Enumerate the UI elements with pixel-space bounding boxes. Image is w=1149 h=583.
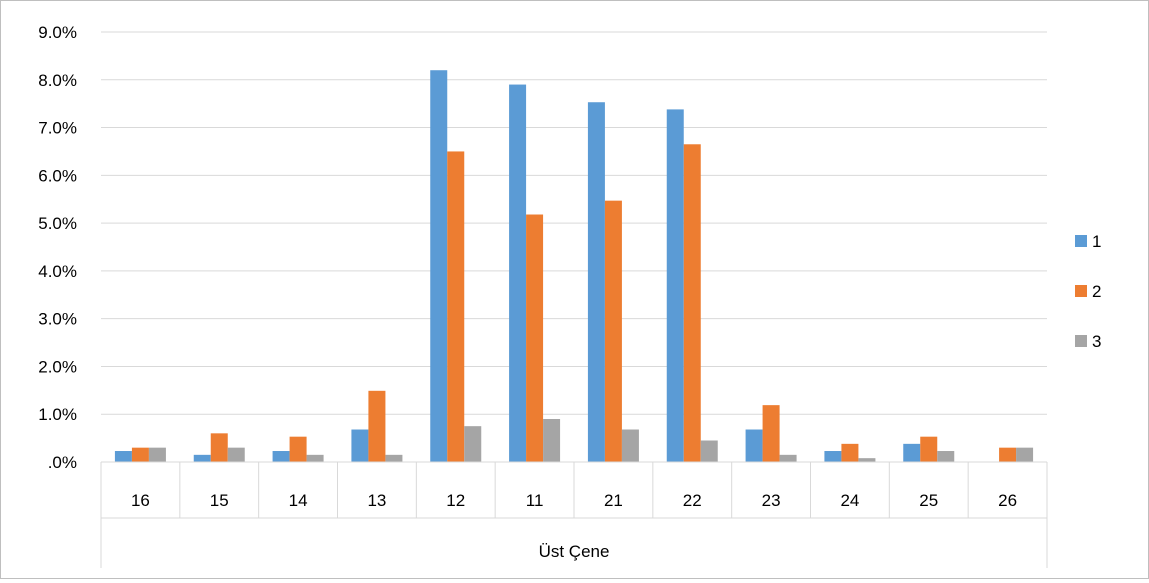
x-tick-label: 24 bbox=[840, 491, 859, 510]
bar-series-1-11 bbox=[509, 84, 527, 463]
bar-series-3-26 bbox=[1016, 447, 1034, 462]
bar-series-3-11 bbox=[543, 419, 561, 462]
x-tick-label: 12 bbox=[446, 491, 465, 510]
bar-series-1-14 bbox=[272, 451, 290, 462]
x-tick-label: 16 bbox=[131, 491, 150, 510]
bar-series-2-11 bbox=[526, 214, 544, 462]
y-tick-label: .0% bbox=[48, 453, 77, 472]
bar-series-1-15 bbox=[193, 454, 211, 462]
bar-series-3-24 bbox=[858, 458, 876, 462]
y-tick-label: 5.0% bbox=[38, 214, 77, 233]
x-tick-label: 14 bbox=[289, 491, 308, 510]
bar-series-2-21 bbox=[604, 200, 622, 462]
bar-series-2-22 bbox=[683, 144, 701, 462]
y-tick-label: 2.0% bbox=[38, 357, 77, 376]
x-tick-label: 25 bbox=[919, 491, 938, 510]
bar-series-1-22 bbox=[666, 109, 684, 463]
bar-series-3-21 bbox=[621, 429, 639, 462]
y-tick-label: 3.0% bbox=[38, 310, 77, 329]
bar-series-1-16 bbox=[114, 451, 132, 462]
x-tick-label: 21 bbox=[604, 491, 623, 510]
x-tick-label: 15 bbox=[210, 491, 229, 510]
x-axis: 16 15 14 13 12 11 21 22 23 24 25 26 bbox=[100, 461, 1048, 568]
y-tick-label: 8.0% bbox=[38, 71, 77, 90]
bar-series-2-15 bbox=[210, 433, 228, 462]
legend-swatch-1 bbox=[1075, 235, 1087, 247]
bar-series-3-13 bbox=[385, 454, 403, 462]
bar-series-2-24 bbox=[841, 443, 859, 462]
bar-series-3-14 bbox=[306, 454, 324, 462]
x-tick-label: 22 bbox=[683, 491, 702, 510]
bar-series-2-16 bbox=[131, 447, 149, 462]
bar-series-3-15 bbox=[227, 447, 245, 462]
bar-series-1-23 bbox=[745, 429, 763, 462]
y-axis: .0% 1.0% 2.0% 3.0% 4.0% 5.0% 6.0% 7.0% 8.0% 9.0% bbox=[38, 23, 77, 472]
legend: 1 2 3 bbox=[1075, 232, 1101, 351]
bar-series-3-12 bbox=[464, 426, 482, 462]
y-tick-label: 6.0% bbox=[38, 166, 77, 185]
bar-series-3-16 bbox=[148, 447, 166, 462]
bar-series-3-25 bbox=[937, 451, 955, 462]
legend-label-1: 1 bbox=[1092, 232, 1101, 251]
bar-series-1-25 bbox=[903, 443, 921, 462]
bar-series-1-12 bbox=[430, 70, 448, 462]
bar-series-1-13 bbox=[351, 429, 369, 462]
gridlines bbox=[101, 31, 1047, 463]
bar-series-1-24 bbox=[824, 451, 842, 462]
legend-label-3: 3 bbox=[1092, 332, 1101, 351]
bar-series-3-22 bbox=[700, 440, 718, 462]
y-tick-label: 9.0% bbox=[38, 23, 77, 42]
x-tick-label: 23 bbox=[762, 491, 781, 510]
x-axis-title: Üst Çene bbox=[539, 542, 610, 561]
legend-swatch-2 bbox=[1075, 285, 1087, 297]
bars bbox=[114, 70, 1034, 463]
y-tick-label: 4.0% bbox=[38, 262, 77, 281]
y-tick-label: 1.0% bbox=[38, 405, 77, 424]
x-tick-label: 26 bbox=[998, 491, 1017, 510]
x-tick-label: 11 bbox=[526, 491, 544, 510]
legend-label-2: 2 bbox=[1092, 282, 1101, 301]
bar-series-2-14 bbox=[289, 436, 307, 462]
bar-series-3-23 bbox=[779, 454, 797, 462]
bar-series-2-13 bbox=[368, 390, 386, 462]
bar-series-2-26 bbox=[999, 447, 1017, 462]
y-tick-label: 7.0% bbox=[38, 119, 77, 138]
legend-swatch-3 bbox=[1075, 335, 1087, 347]
bar-series-2-25 bbox=[920, 436, 938, 462]
bar-series-2-12 bbox=[447, 151, 465, 462]
bar-series-2-23 bbox=[762, 405, 780, 462]
bar-series-1-21 bbox=[587, 102, 605, 462]
x-tick-label: 13 bbox=[367, 491, 386, 510]
